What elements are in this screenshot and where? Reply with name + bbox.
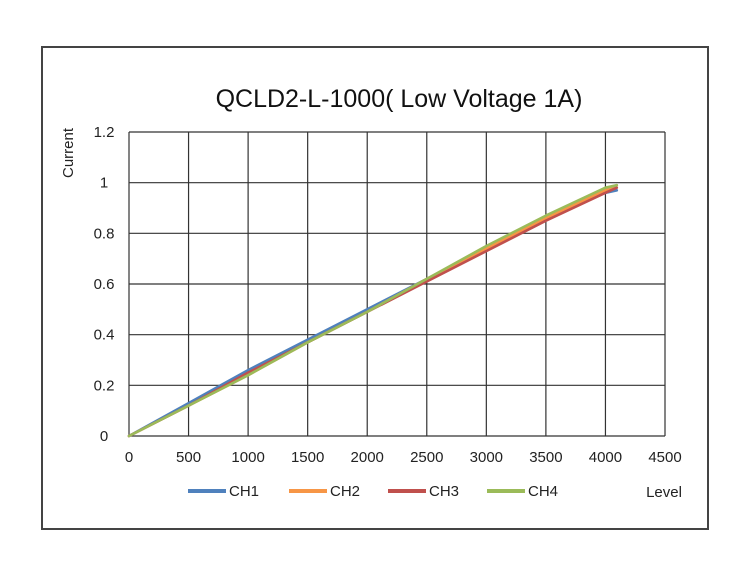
legend-label-ch3: CH3: [429, 483, 459, 500]
legend-label-ch2: CH2: [330, 483, 360, 500]
y-tick-label: 0.4: [94, 327, 115, 344]
y-tick-label: 1.2: [94, 124, 115, 141]
x-tick-label: 4000: [589, 449, 622, 466]
x-tick-label: 4500: [648, 449, 681, 466]
x-tick-label: 2000: [351, 449, 384, 466]
series-layer: [127, 183, 619, 438]
y-tick-label: 0.6: [94, 276, 115, 293]
x-tick-label: 500: [176, 449, 201, 466]
y-tick-labels: 0 0.2 0.4 0.6 0.8 1 1.2: [94, 124, 115, 445]
x-tick-label: 1500: [291, 449, 324, 466]
y-tick-label: 1: [100, 175, 108, 192]
legend-label-ch1: CH1: [229, 483, 259, 500]
x-tick-label: 3000: [470, 449, 503, 466]
grid-lines: [128, 131, 666, 437]
legend: CH1 CH2 CH3 CH4: [188, 483, 558, 500]
series-line-ch4: [127, 183, 619, 438]
x-tick-label: 0: [125, 449, 133, 466]
chart-title: QCLD2-L-1000( Low Voltage 1A): [216, 85, 583, 113]
y-tick-label: 0.2: [94, 377, 115, 394]
y-tick-label: 0: [100, 428, 108, 445]
x-tick-label: 3500: [529, 449, 562, 466]
x-tick-labels: 0 500 1000 1500 2000 2500 3000 3500 4000 4500: [125, 449, 682, 466]
x-tick-label: 2500: [410, 449, 443, 466]
chart-frame: [41, 46, 709, 530]
x-axis-label: Level: [646, 484, 682, 501]
legend-label-ch4: CH4: [528, 483, 558, 500]
y-tick-label: 0.8: [94, 225, 115, 242]
x-tick-label: 1000: [231, 449, 264, 466]
y-axis-label: Current: [60, 127, 77, 178]
